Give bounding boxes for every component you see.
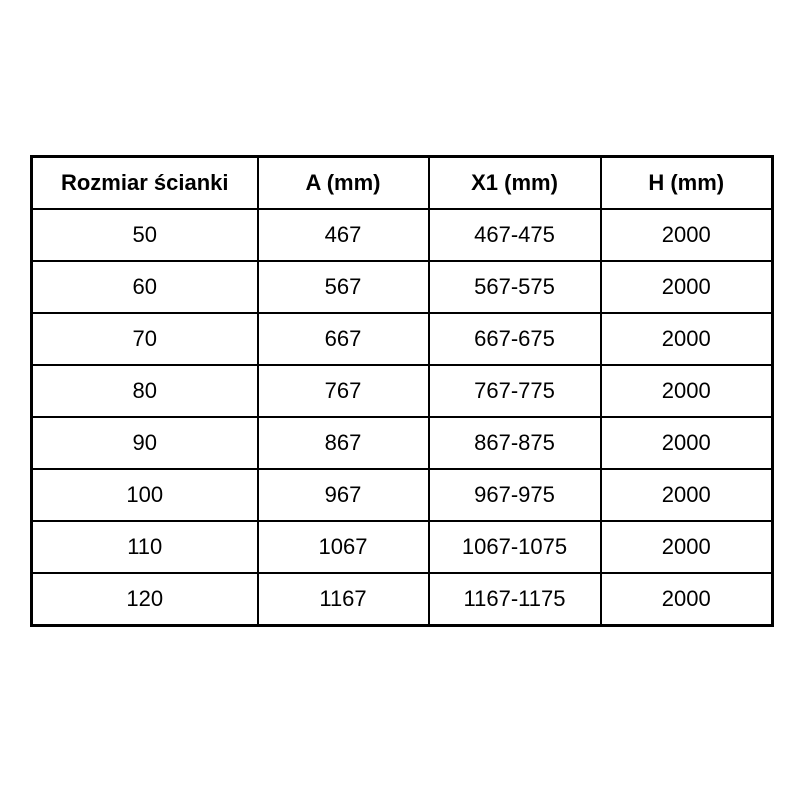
table-cell: 967 (256, 468, 430, 522)
table-cell: 70 (30, 312, 259, 366)
column-header-rozmiar-scianki: Rozmiar ścianki (30, 155, 259, 210)
table-cell: 567-575 (427, 260, 602, 314)
table-cell: 767 (256, 364, 430, 418)
table-cell: 60 (30, 260, 259, 314)
table-row: 50 467 467-475 2000 (30, 208, 774, 262)
table-cell: 1167-1175 (427, 572, 602, 627)
wall-size-spec-table: Rozmiar ścianki A (mm) X1 (mm) H (mm) 50… (30, 155, 774, 627)
table-cell: 100 (30, 468, 259, 522)
table-row: 80 767 767-775 2000 (30, 364, 774, 418)
table-cell: 2000 (599, 520, 774, 574)
table-cell: 120 (30, 572, 259, 627)
table-row: 90 867 867-875 2000 (30, 416, 774, 470)
table-cell: 867-875 (427, 416, 602, 470)
table-cell: 667-675 (427, 312, 602, 366)
table-row: 110 1067 1067-1075 2000 (30, 520, 774, 574)
table-cell: 767-775 (427, 364, 602, 418)
table-cell: 667 (256, 312, 430, 366)
table-cell: 2000 (599, 416, 774, 470)
table-cell: 467-475 (427, 208, 602, 262)
table-cell: 110 (30, 520, 259, 574)
table-cell: 467 (256, 208, 430, 262)
table-header-row: Rozmiar ścianki A (mm) X1 (mm) H (mm) (30, 155, 774, 210)
table-cell: 50 (30, 208, 259, 262)
table-cell: 1167 (256, 572, 430, 627)
table-cell: 967-975 (427, 468, 602, 522)
table-cell: 2000 (599, 572, 774, 627)
table-row: 120 1167 1167-1175 2000 (30, 572, 774, 627)
table-row: 70 667 667-675 2000 (30, 312, 774, 366)
table-cell: 2000 (599, 364, 774, 418)
column-header-a-mm: A (mm) (256, 155, 430, 210)
table-cell: 1067 (256, 520, 430, 574)
column-header-h-mm: H (mm) (599, 155, 774, 210)
table-cell: 2000 (599, 312, 774, 366)
table-row: 60 567 567-575 2000 (30, 260, 774, 314)
table-cell: 2000 (599, 260, 774, 314)
table-cell: 80 (30, 364, 259, 418)
table-row: 100 967 967-975 2000 (30, 468, 774, 522)
table-cell: 867 (256, 416, 430, 470)
table-cell: 567 (256, 260, 430, 314)
table-body: 50 467 467-475 2000 60 567 567-575 2000 70 667 667… (30, 208, 774, 627)
table-cell: 2000 (599, 468, 774, 522)
column-header-x1-mm: X1 (mm) (427, 155, 602, 210)
table-cell: 2000 (599, 208, 774, 262)
table-cell: 90 (30, 416, 259, 470)
table-cell: 1067-1075 (427, 520, 602, 574)
